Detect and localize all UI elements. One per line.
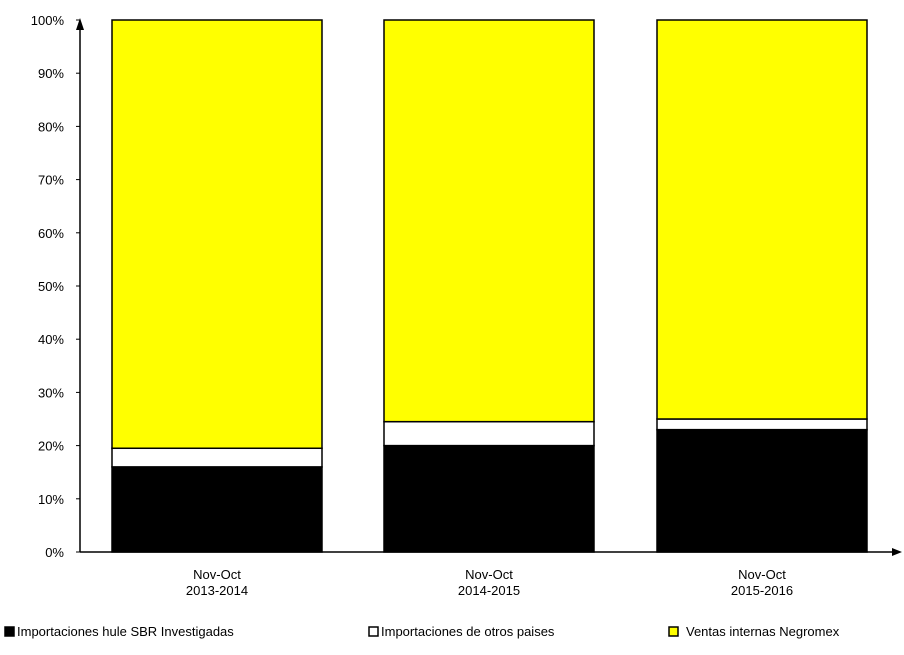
y-tick-label: 30% [38, 385, 64, 400]
x-category-label: 2013-2014 [186, 583, 248, 598]
legend-swatch [4, 626, 15, 637]
x-category-label: Nov-Oct [465, 567, 513, 582]
bar-segment [111, 466, 323, 553]
y-tick-label: 100% [31, 13, 65, 28]
bar-segment [111, 447, 323, 468]
legend: Importaciones hule SBR Investigadas Impor… [4, 624, 840, 639]
y-tick-label: 10% [38, 492, 64, 507]
y-tick-label: 50% [38, 279, 64, 294]
y-tick-label: 20% [38, 439, 64, 454]
legend-swatch [668, 626, 679, 637]
y-tick-label: 40% [38, 332, 64, 347]
legend-label: Importaciones de otros paises [381, 624, 555, 639]
x-category-label: Nov-Oct [738, 567, 786, 582]
x-category-label: 2015-2016 [731, 583, 793, 598]
bar-segment [383, 420, 595, 447]
y-tick-label: 60% [38, 226, 64, 241]
bar-segment [656, 428, 868, 553]
bar-segment [111, 19, 323, 450]
legend-swatch [368, 626, 379, 637]
y-tick-label: 80% [38, 119, 64, 134]
bar-segment [656, 418, 868, 431]
y-axis-arrow [76, 18, 84, 30]
y-tick-label: 70% [38, 173, 64, 188]
bars [111, 19, 868, 553]
x-category-label: Nov-Oct [193, 567, 241, 582]
y-tick-label: 0% [45, 545, 64, 560]
bar-segment [383, 444, 595, 553]
x-category-labels: Nov-Oct2013-2014Nov-Oct2014-2015Nov-Oct2… [186, 567, 793, 598]
legend-label: Ventas internas Negromex [686, 624, 840, 639]
y-tick-label: 90% [38, 66, 64, 81]
x-category-label: 2014-2015 [458, 583, 520, 598]
bar-segment [383, 19, 595, 423]
legend-label: Importaciones hule SBR Investigadas [17, 624, 234, 639]
y-tick-labels: 0% 10% 20% 30% 40% 50% 60% 70% 80% 90% 100% [31, 13, 65, 560]
x-axis-arrow [892, 548, 902, 556]
bar-segment [656, 19, 868, 420]
